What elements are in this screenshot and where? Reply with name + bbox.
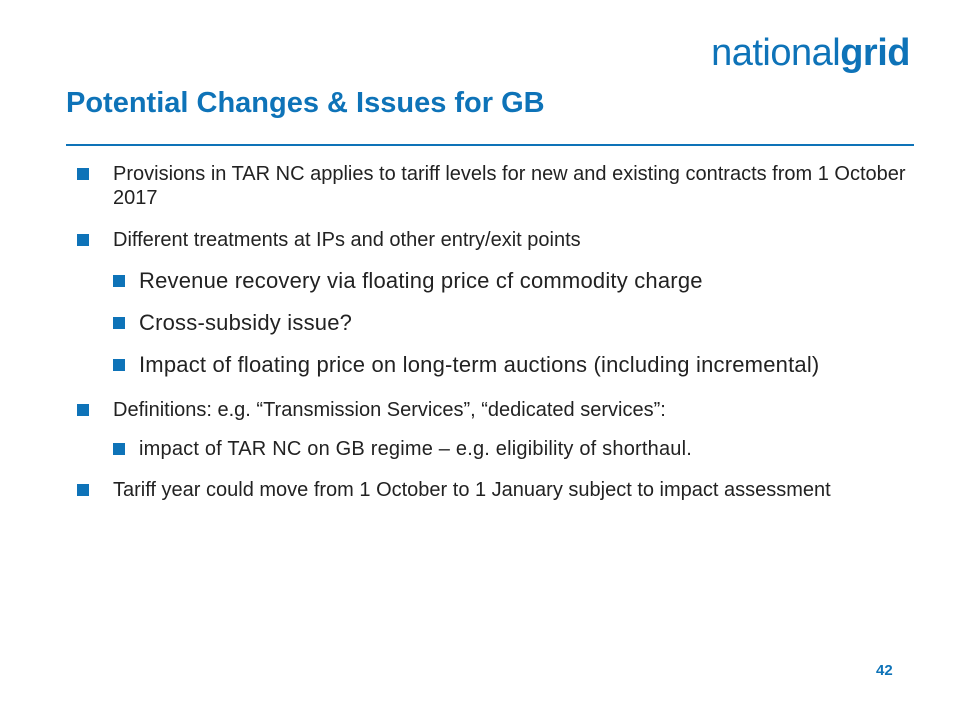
sub-bullet-item: impact of TAR NC on GB regime – e.g. eli… xyxy=(113,436,907,462)
sub-bullet-item: Revenue recovery via floating price cf c… xyxy=(113,266,907,296)
bullet-text: Different treatments at IPs and other en… xyxy=(113,229,581,251)
slide-body: Provisions in TAR NC applies to tariff l… xyxy=(77,162,907,520)
bullet-item: Tariff year could move from 1 October to… xyxy=(77,478,907,502)
bullet-item: Definitions: e.g. “Transmission Services… xyxy=(77,398,907,422)
square-bullet-icon xyxy=(113,359,125,371)
bullet-text: Tariff year could move from 1 October to… xyxy=(113,479,831,501)
square-bullet-icon xyxy=(113,275,125,287)
bullet-text: Definitions: e.g. “Transmission Services… xyxy=(113,399,666,421)
square-bullet-icon xyxy=(77,234,89,246)
title-divider xyxy=(66,144,914,146)
bullet-item: Different treatments at IPs and other en… xyxy=(77,228,907,252)
sub-bullet-item: Impact of floating price on long-term au… xyxy=(113,350,907,380)
square-bullet-icon xyxy=(77,168,89,180)
square-bullet-icon xyxy=(77,484,89,496)
sub-bullet-text: Revenue recovery via floating price cf c… xyxy=(139,268,703,293)
page-number: 42 xyxy=(876,662,893,679)
sub-bullet-text: Impact of floating price on long-term au… xyxy=(139,352,820,377)
national-grid-logo: nationalgrid xyxy=(711,34,910,72)
square-bullet-icon xyxy=(113,317,125,329)
sub-bullet-text: impact of TAR NC on GB regime – e.g. eli… xyxy=(139,438,693,460)
sub-bullet-text: Cross-subsidy issue? xyxy=(139,310,353,335)
logo-text-national: national xyxy=(711,32,841,74)
logo-text-grid: grid xyxy=(840,32,910,74)
square-bullet-icon xyxy=(113,443,125,455)
slide-title: Potential Changes & Issues for GB xyxy=(66,87,545,119)
bullet-item: Provisions in TAR NC applies to tariff l… xyxy=(77,162,907,210)
square-bullet-icon xyxy=(77,404,89,416)
sub-bullet-item: Cross-subsidy issue? xyxy=(113,308,907,338)
bullet-text: Provisions in TAR NC applies to tariff l… xyxy=(113,163,906,209)
